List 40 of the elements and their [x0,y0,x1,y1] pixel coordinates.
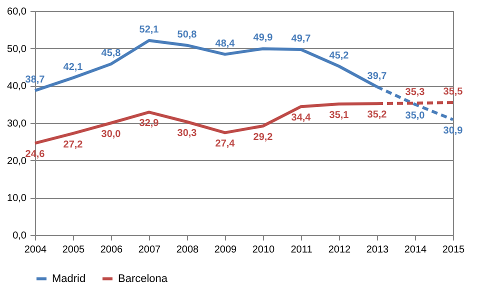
data-label: 27,4 [215,138,236,150]
data-label: 45,8 [101,48,122,60]
y-tick-label: 30,0 [7,118,27,130]
data-label: 49,9 [253,32,274,44]
legend-label: Madrid [52,272,86,285]
y-tick-label: 20,0 [7,156,27,167]
data-label: 48,4 [215,38,236,50]
x-tick-label: 2013 [366,244,390,256]
data-label: 50,8 [177,29,198,40]
y-tick-label: 60,0 [7,6,27,18]
y-tick-label: 10,0 [7,193,27,204]
data-label: 35,3 [405,87,426,98]
data-label: 27,2 [63,139,84,150]
data-label: 52,1 [139,24,160,36]
x-tick-label: 2007 [138,244,162,256]
x-tick-label: 2014 [404,244,428,256]
data-label: 35,0 [405,110,426,122]
data-label: 35,2 [367,110,388,121]
x-tick-label: 2010 [252,244,276,256]
data-label: 39,7 [367,70,388,82]
x-tick-label: 2009 [214,244,238,256]
x-tick-label: 2004 [24,244,48,256]
data-label: 42,1 [63,62,84,73]
data-label: 30,3 [177,128,198,139]
data-label: 49,7 [291,33,312,44]
data-label: 35,1 [329,110,350,121]
y-tick-label: 50,0 [7,44,27,55]
x-tick-label: 2015 [442,244,466,256]
y-tick-label: 40,0 [7,81,27,92]
legend-label: Barcelona [118,272,168,285]
x-tick-label: 2005 [62,244,86,256]
x-tick-label: 2006 [100,244,124,256]
data-label: 30,0 [101,129,122,140]
y-tick-label: 0,0 [12,230,27,242]
x-tick-label: 2008 [176,244,200,256]
data-label: 34,4 [291,112,312,124]
data-label: 29,2 [253,132,274,143]
x-tick-label: 2012 [328,244,352,256]
x-tick-label: 2011 [290,244,313,256]
data-label: 45,2 [329,50,350,62]
